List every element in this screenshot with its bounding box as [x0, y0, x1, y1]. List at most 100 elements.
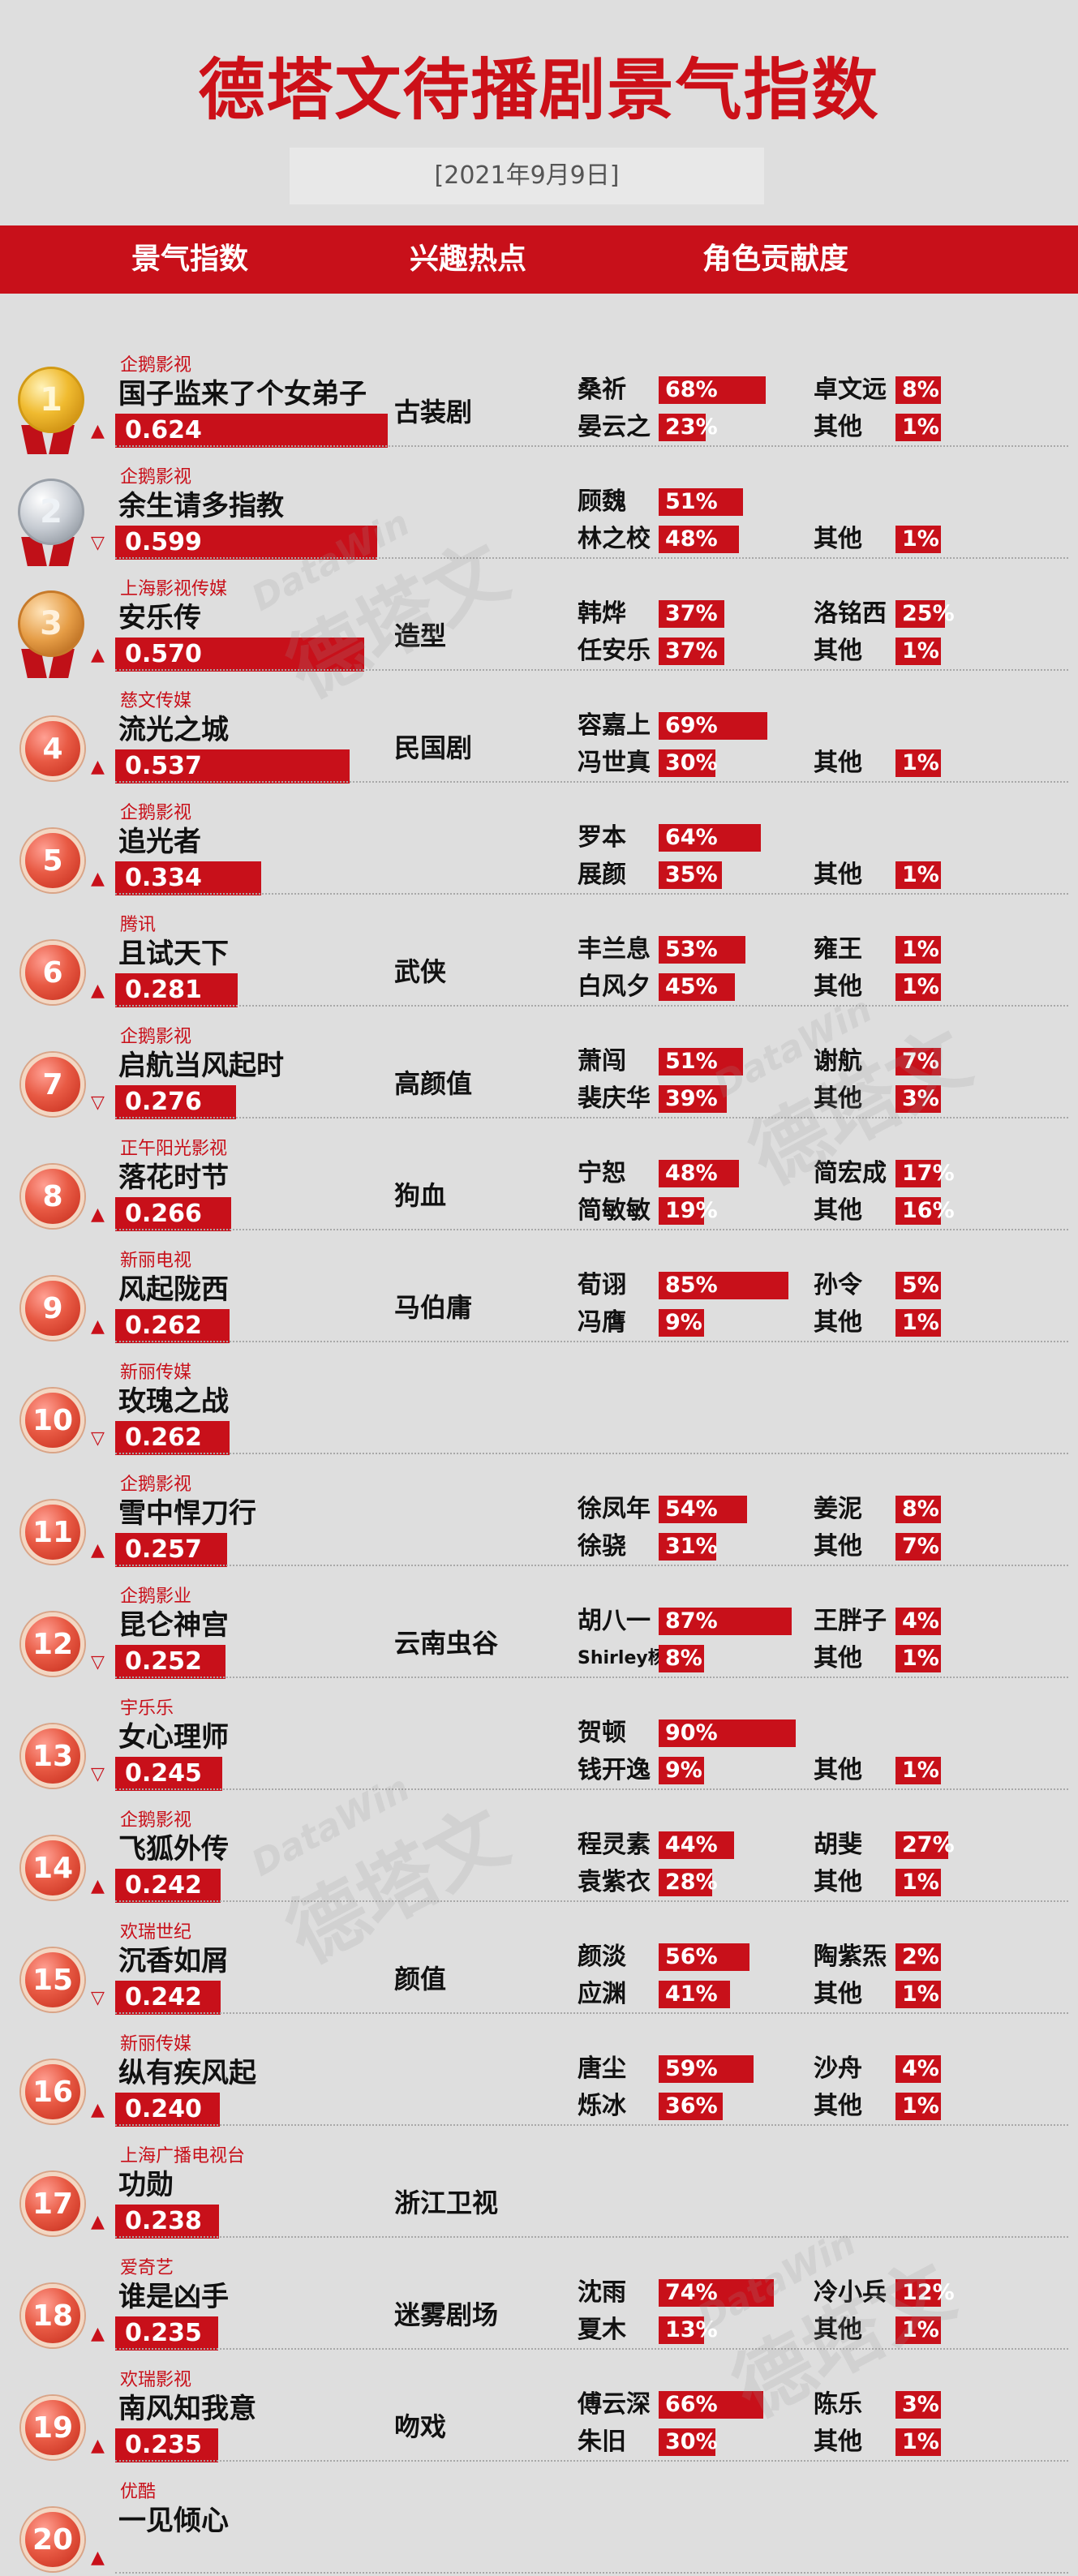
drama-title: 追光者 — [118, 826, 201, 858]
role-bar — [659, 1831, 734, 1859]
role-name: 程灵素 — [578, 1831, 651, 1859]
rank-number: 10 — [32, 1403, 74, 1437]
role-name: 其他 — [814, 1308, 862, 1337]
role-name: 胡斐 — [814, 1831, 862, 1859]
role-percent: 37% — [665, 638, 718, 663]
company-name: 企鹅影业 — [120, 1586, 192, 1607]
role-percent: 25% — [902, 601, 955, 626]
trend-down-icon: ▽ — [91, 1764, 105, 1784]
role-percent: 87% — [665, 1608, 718, 1634]
role-percent: 35% — [665, 862, 718, 887]
company-name: 企鹅影视 — [120, 803, 192, 823]
row-divider — [115, 781, 1068, 783]
role-bar — [659, 712, 767, 740]
role-name: 颜淡 — [578, 1943, 626, 1971]
role-percent: 1% — [902, 2429, 939, 2454]
index-value: 0.235 — [125, 2431, 202, 2459]
role-bar — [659, 1197, 704, 1225]
ranking-list: 1 ▲ 企鹅影视 国子监来了个女弟子 0.624 古装剧 桑祈 68% 卓文远 8% 晏云之 23% 其… — [0, 337, 1078, 2576]
role-percent: 30% — [665, 750, 718, 775]
trend-up-icon: ▲ — [91, 2100, 105, 2120]
company-name: 优酷 — [120, 2482, 157, 2502]
drama-title: 飞狐外传 — [118, 1833, 229, 1865]
drama-title: 启航当风起时 — [118, 1050, 284, 1082]
drama-title: 风起陇西 — [118, 1273, 229, 1306]
rank-number: 4 — [42, 732, 63, 766]
role-percent: 64% — [665, 825, 718, 850]
role-percent: 2% — [902, 1944, 939, 1969]
role-bar — [895, 1981, 941, 2008]
role-bar — [895, 1869, 941, 1896]
row-divider — [115, 1788, 1068, 1790]
role-name: 其他 — [814, 1868, 862, 1896]
index-value: 0.537 — [125, 752, 202, 780]
index-value: 0.599 — [125, 528, 202, 556]
role-name: 其他 — [814, 2428, 862, 2456]
role-name: 晏云之 — [578, 413, 651, 441]
role-bar — [895, 749, 941, 777]
hot-topic: 狗血 — [394, 1180, 447, 1211]
table-row: 8 ▲ 正午阳光影视 落花时节 0.266 狗血 宁恕 48% 简宏成 17% 简敏敏 19% 其他 16… — [0, 1121, 1078, 1233]
drama-title: 纵有疾风起 — [118, 2057, 256, 2089]
company-name: 腾讯 — [120, 915, 157, 935]
role-bar — [895, 414, 941, 441]
role-percent: 4% — [902, 1608, 939, 1634]
drama-title: 一见倾心 — [118, 2505, 229, 2537]
trend-up-icon: ▲ — [91, 869, 105, 889]
hot-topic: 云南虫谷 — [394, 1628, 499, 1659]
role-bar — [659, 749, 715, 777]
role-bar — [659, 1048, 743, 1075]
trend-down-icon: ▽ — [91, 1428, 105, 1449]
rank-number: 8 — [42, 1179, 63, 1213]
index-bar — [115, 1197, 231, 1231]
role-percent: 1% — [902, 1758, 939, 1783]
role-bar — [659, 1272, 788, 1299]
role-bar — [895, 861, 941, 889]
role-bar — [895, 2391, 941, 2419]
role-name: 韩烨 — [578, 599, 626, 628]
role-percent: 12% — [902, 2280, 955, 2305]
role-name: 沈雨 — [578, 2278, 626, 2307]
drama-title: 且试天下 — [118, 938, 229, 970]
index-bar — [115, 861, 261, 895]
role-percent: 5% — [902, 1273, 939, 1298]
drama-title: 玫瑰之战 — [118, 1385, 229, 1418]
role-name: 陶紫炁 — [814, 1943, 887, 1971]
hot-topic: 马伯庸 — [394, 1292, 473, 1323]
role-bar — [659, 1309, 704, 1337]
role-name: 荀诩 — [578, 1271, 626, 1299]
role-percent: 28% — [665, 1870, 718, 1895]
role-name: 冯膺 — [578, 1308, 626, 1337]
table-row: 2 ▽ 企鹅影视 余生请多指教 0.599 顾魏 51% 林之校 48% 其他 1% — [0, 449, 1078, 566]
table-row: 5 ▲ 企鹅影视 追光者 0.334 罗本 64% 展颜 35% 其他 1% — [0, 785, 1078, 897]
role-bar — [895, 1831, 948, 1859]
role-name: 其他 — [814, 749, 862, 777]
index-bar — [115, 1533, 227, 1567]
role-percent: 39% — [665, 1086, 718, 1111]
rank-medal-icon: 11 — [21, 1501, 84, 1564]
role-percent: 66% — [665, 2392, 718, 2417]
role-percent: 4% — [902, 2056, 939, 2081]
role-percent: 69% — [665, 713, 718, 738]
role-name: 桑祈 — [578, 376, 626, 404]
table-row: 15 ▽ 欢瑞世纪 沉香如屑 0.242 颜值 颜淡 56% 陶紫炁 2% 应渊 41% 其他 1% — [0, 1904, 1078, 2016]
row-divider — [115, 2348, 1068, 2350]
role-name: 展颜 — [578, 861, 626, 889]
trend-down-icon: ▽ — [91, 1652, 105, 1672]
drama-title: 雪中悍刀行 — [118, 1497, 256, 1530]
hot-topic: 高颜值 — [394, 1068, 473, 1099]
role-percent: 1% — [902, 1870, 939, 1895]
rank-medal-icon: 5 — [21, 829, 84, 892]
role-name: 沙舟 — [814, 2054, 862, 2083]
role-bar — [659, 1160, 739, 1187]
row-divider — [115, 2572, 1068, 2574]
role-percent: 53% — [665, 937, 718, 962]
index-value: 0.238 — [125, 2207, 202, 2235]
rank-number: 1 — [40, 381, 62, 419]
role-bar — [895, 1197, 941, 1225]
company-name: 上海影视传媒 — [120, 579, 228, 599]
row-divider — [115, 1565, 1068, 1566]
role-name: 姜泥 — [814, 1495, 862, 1523]
rank-number: 18 — [32, 2299, 74, 2333]
role-name: 萧闯 — [578, 1047, 626, 1075]
